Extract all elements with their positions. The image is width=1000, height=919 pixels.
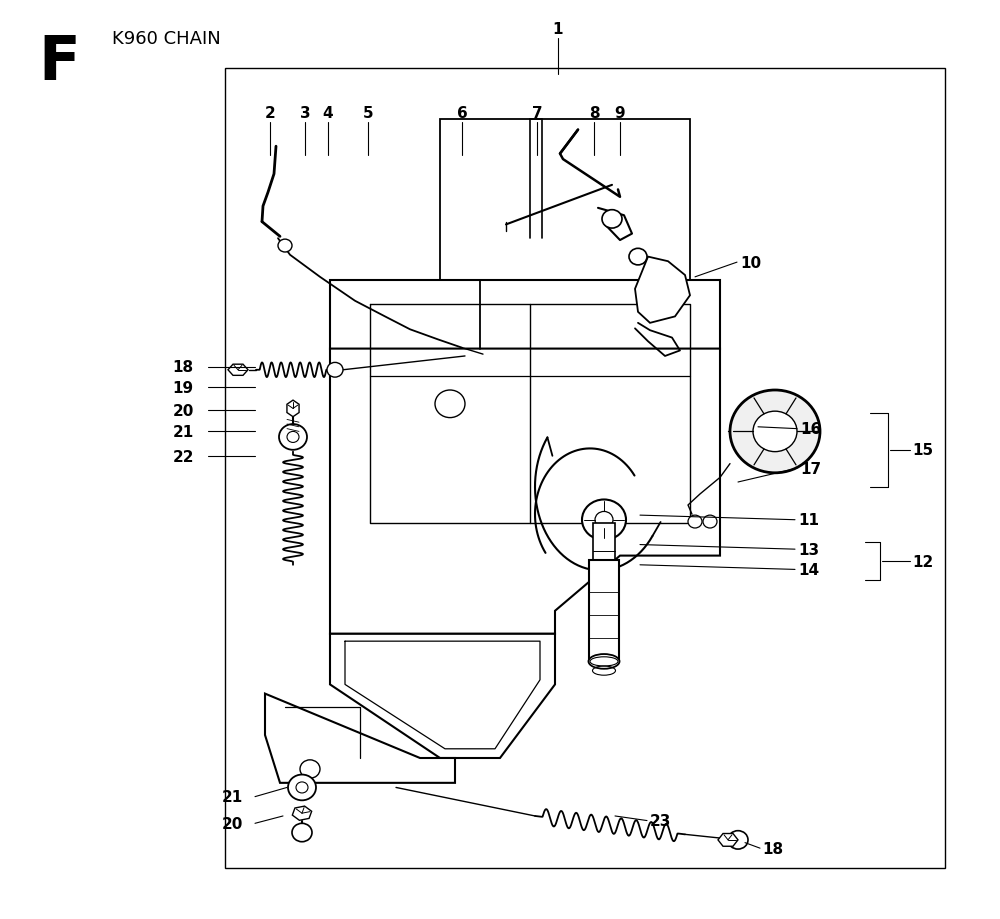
Polygon shape — [589, 561, 619, 662]
Text: 2: 2 — [265, 107, 275, 121]
Circle shape — [688, 516, 702, 528]
Text: 20: 20 — [172, 403, 194, 418]
Text: 6: 6 — [457, 107, 467, 121]
Bar — [440, 119, 690, 280]
Ellipse shape — [588, 654, 620, 669]
Text: 21: 21 — [172, 425, 194, 439]
Polygon shape — [265, 694, 455, 783]
Circle shape — [278, 240, 292, 253]
Polygon shape — [228, 365, 248, 376]
Circle shape — [595, 512, 613, 528]
Text: 8: 8 — [589, 107, 599, 121]
Text: 14: 14 — [798, 562, 819, 577]
Polygon shape — [635, 257, 690, 323]
Text: 12: 12 — [912, 554, 933, 569]
Circle shape — [292, 823, 312, 842]
Circle shape — [300, 760, 320, 778]
Text: F: F — [38, 34, 80, 93]
Text: 4: 4 — [323, 107, 333, 121]
Text: K960 CHAIN: K960 CHAIN — [112, 30, 221, 49]
Text: 22: 22 — [172, 449, 194, 464]
Text: 3: 3 — [300, 107, 310, 121]
Text: 13: 13 — [798, 542, 819, 557]
Polygon shape — [330, 349, 720, 634]
Text: 19: 19 — [172, 380, 194, 395]
Circle shape — [753, 412, 797, 452]
Text: 18: 18 — [172, 360, 194, 375]
Text: 16: 16 — [800, 422, 821, 437]
Circle shape — [435, 391, 465, 418]
Bar — [225, 69, 945, 868]
Text: 9: 9 — [615, 107, 625, 121]
Text: 23: 23 — [650, 813, 671, 828]
Polygon shape — [718, 834, 738, 846]
Text: 7: 7 — [532, 107, 542, 121]
Circle shape — [287, 432, 299, 443]
Text: 15: 15 — [912, 443, 933, 458]
Text: 11: 11 — [798, 513, 819, 528]
Text: 17: 17 — [800, 461, 821, 476]
Circle shape — [288, 775, 316, 800]
Text: 20: 20 — [221, 816, 243, 831]
Polygon shape — [330, 280, 720, 349]
Circle shape — [582, 500, 626, 540]
Polygon shape — [330, 634, 555, 758]
Text: 10: 10 — [740, 255, 761, 270]
Circle shape — [730, 391, 820, 473]
Circle shape — [703, 516, 717, 528]
Polygon shape — [292, 806, 312, 821]
Circle shape — [327, 363, 343, 378]
Circle shape — [296, 782, 308, 793]
Text: 18: 18 — [762, 841, 783, 856]
Polygon shape — [287, 401, 299, 417]
Circle shape — [629, 249, 647, 266]
Text: 1: 1 — [553, 22, 563, 37]
Text: 21: 21 — [221, 789, 243, 804]
Circle shape — [728, 831, 748, 849]
Text: 5: 5 — [363, 107, 373, 121]
Bar — [593, 524, 615, 561]
Circle shape — [279, 425, 307, 450]
Circle shape — [602, 210, 622, 229]
